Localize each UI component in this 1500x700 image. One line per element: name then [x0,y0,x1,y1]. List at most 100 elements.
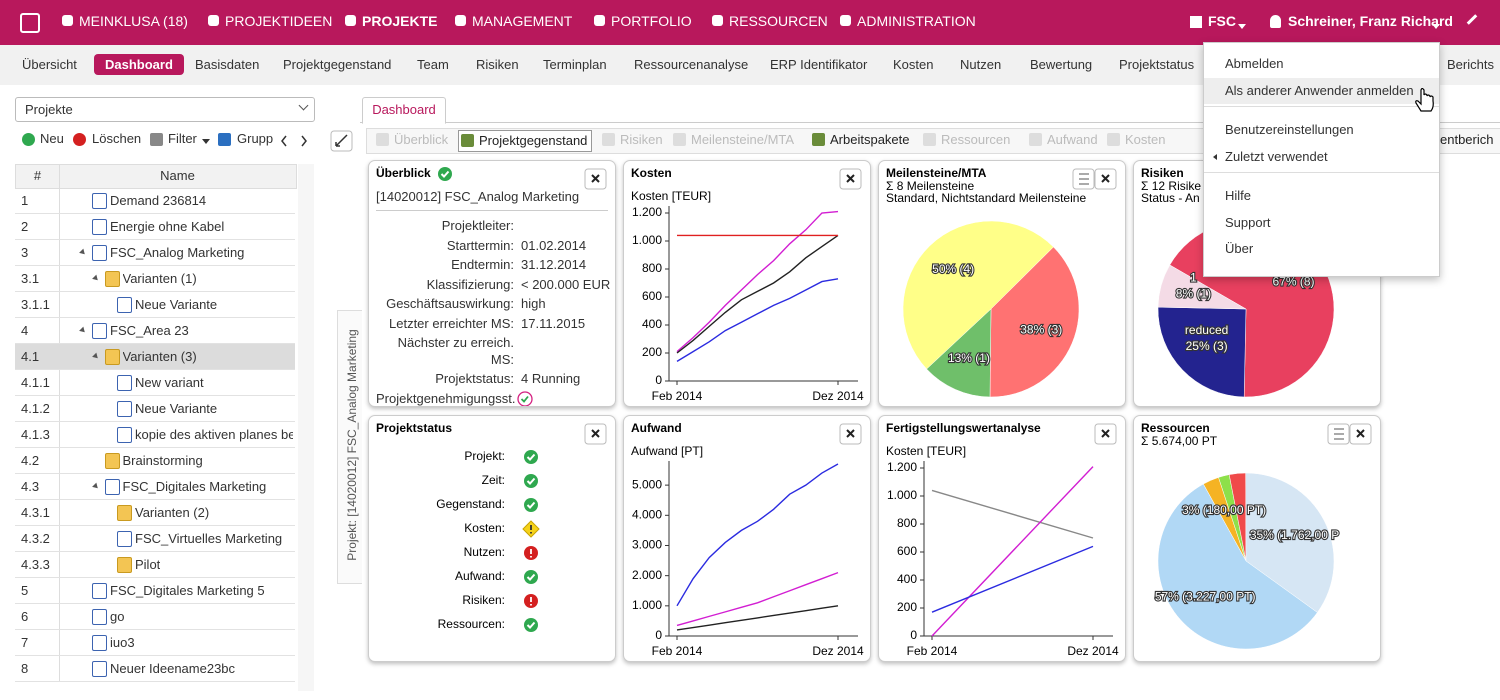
tree-row[interactable]: 4.3.2 FSC_Virtuelles Marketing [15,526,295,552]
field-value: high [521,296,546,311]
check [440,170,450,178]
tree-row[interactable]: 8 Neuer Ideename23bc [15,656,295,682]
nav-item[interactable]: MEINKLUSA (18) [62,13,188,33]
tab[interactable]: Team [417,57,449,72]
widget-toggle[interactable]: Kosten [1105,130,1165,150]
chart-title: Kosten [631,166,672,180]
row-icon [104,349,120,365]
widget-toggle[interactable]: Überblick [374,130,448,150]
region-label: FSC [1208,13,1236,29]
chart: Aufwand Aufwand [PT] 0 1.000 2.000 3.000 4.000… [631,421,864,658]
close-icon [1356,429,1365,438]
toggle-label: Risiken [620,132,663,147]
y-tick-label: 3.000 [632,538,662,552]
tool-label: Neu [40,131,64,146]
widget-toggle[interactable]: Meilensteine/MTA [671,130,794,150]
project-select[interactable]: Projekte [15,97,315,122]
tree-row[interactable]: 4.1.3 kopie des aktiven planes bei [15,422,295,448]
widget-toggle[interactable]: Arbeitspakete [810,130,910,150]
row-icon [117,375,132,391]
y-tick-label: 5.000 [632,477,662,491]
sidebar-tool[interactable]: Grupp [218,130,287,150]
tree-row[interactable]: 4.3 FSC_Digitales Marketing [15,474,295,500]
menu-item[interactable]: Hilfe [1204,183,1439,209]
y-tick-label: 0 [655,628,662,642]
y-tick-label: 200 [642,345,662,359]
nav-item[interactable]: PROJEKTIDEEN [208,13,332,33]
widget-toggle[interactable]: Risiken [600,130,663,150]
next [301,135,307,147]
field-label: Letzter erreichter MS: [389,315,514,331]
tab[interactable]: Berichts [1447,57,1494,72]
nav-item[interactable]: PORTFOLIO [594,13,692,33]
row-name: Pilot [135,557,161,572]
menu-item[interactable]: Über [1204,236,1439,262]
row-icon [92,583,107,599]
dashboard-tab[interactable]: Dashboard [362,97,446,124]
tree-row[interactable]: 3 FSC_Analog Marketing [15,240,295,266]
nav-item[interactable]: RESSOURCEN [712,13,828,33]
row-name: Varianten (1) [122,271,197,286]
tree-row[interactable]: 1 Demand 236814 [15,188,295,214]
menu-item[interactable]: Benutzereinstellungen [1204,117,1439,143]
tree-row[interactable]: 4.3.1 Varianten (2) [15,500,295,526]
tab[interactable]: Ressourcenanalyse [634,57,749,72]
tree-row[interactable]: 7 iuo3 [15,630,295,656]
tab[interactable]: Risiken [476,57,519,72]
tree-row[interactable]: 6 go [15,604,295,630]
tree-row[interactable]: 4.1.2 Neue Variante [15,396,295,422]
row-name: Neue Variante [135,401,218,416]
tab[interactable]: Basisdaten [195,57,260,72]
tree-row[interactable]: 4.2 Brainstorming [15,448,295,474]
series-line [931,489,1094,539]
tree-row[interactable]: 4.1 Varianten (3) [15,344,295,370]
row-name: FSC_Analog Marketing [110,245,245,260]
tab[interactable]: Nutzen [960,57,1002,72]
menu-item[interactable]: Support [1204,210,1439,236]
sidebar-tool[interactable]: Filter [150,130,218,150]
row-id: 6 [21,609,29,624]
nav-item[interactable]: PROJEKTE [345,13,437,33]
row-name: Demand 236814 [110,193,207,208]
tab[interactable]: Projektstatus [1119,57,1195,72]
menu-item[interactable]: Zuletzt verwendet [1204,144,1439,170]
row-icon [92,661,107,677]
field-value: 31.12.2014 [521,257,587,272]
toggle-label: Aufwand [1047,132,1098,147]
tab[interactable]: Terminplan [543,57,607,72]
row-id: 4.1 [21,349,40,364]
chart-title: Fertigstellungswertanalyse [886,421,1041,435]
tree-row[interactable]: 5 FSC_Digitales Marketing 5 [15,578,295,604]
y-axis-label: Kosten [TEUR] [631,189,711,203]
slice-label: 13% (1) [948,351,990,365]
tree-row[interactable]: 3.1.1 Neue Variante [15,292,295,318]
sidebar-tool[interactable]: Neu [22,130,90,150]
tab[interactable]: ERP Identifikator [770,57,868,72]
tree-row[interactable]: 4.3.3 Pilot [15,552,295,578]
tree-row[interactable]: 4.1.1 New variant [15,370,295,396]
tool-icon [218,133,231,146]
menu-item[interactable]: Abmelden [1204,51,1439,77]
nav-item[interactable]: MANAGEMENT [455,13,572,33]
toggle-label: Überblick [394,132,449,147]
widget-toggle[interactable]: Aufwand [1027,130,1098,150]
tab[interactable]: Übersicht [22,57,77,72]
tree-row[interactable]: 2 Energie ohne Kabel [15,214,295,240]
y-tick-label: 800 [642,261,662,275]
tab[interactable]: Projektgegenstand [283,57,392,72]
nav-item[interactable]: ADMINISTRATION [840,13,976,33]
tab[interactable]: Kosten [893,57,934,72]
tab[interactable]: Bewertung [1030,57,1093,72]
field-label: Starttermin: [446,237,514,253]
toggle-icon [923,133,936,146]
sidebar-tool[interactable]: Löschen [73,130,142,150]
widget: Meilensteine/MTA Σ 8 Meilensteine Standard… [878,160,1126,407]
status-label: Ressourcen: [438,617,505,631]
widget-toggle[interactable]: Ressourcen [921,130,1010,150]
tree-row[interactable]: 4 FSC_Area 23 [15,318,295,344]
x-tick-label: Dez 2014 [812,644,864,658]
tree-row[interactable]: 3.1 Varianten (1) [15,266,295,292]
menu-item[interactable]: Als anderer Anwender anmelden [1204,77,1439,104]
tab[interactable]: Dashboard [94,54,184,75]
widget-toggle[interactable]: Projektgegenstand [458,130,593,152]
